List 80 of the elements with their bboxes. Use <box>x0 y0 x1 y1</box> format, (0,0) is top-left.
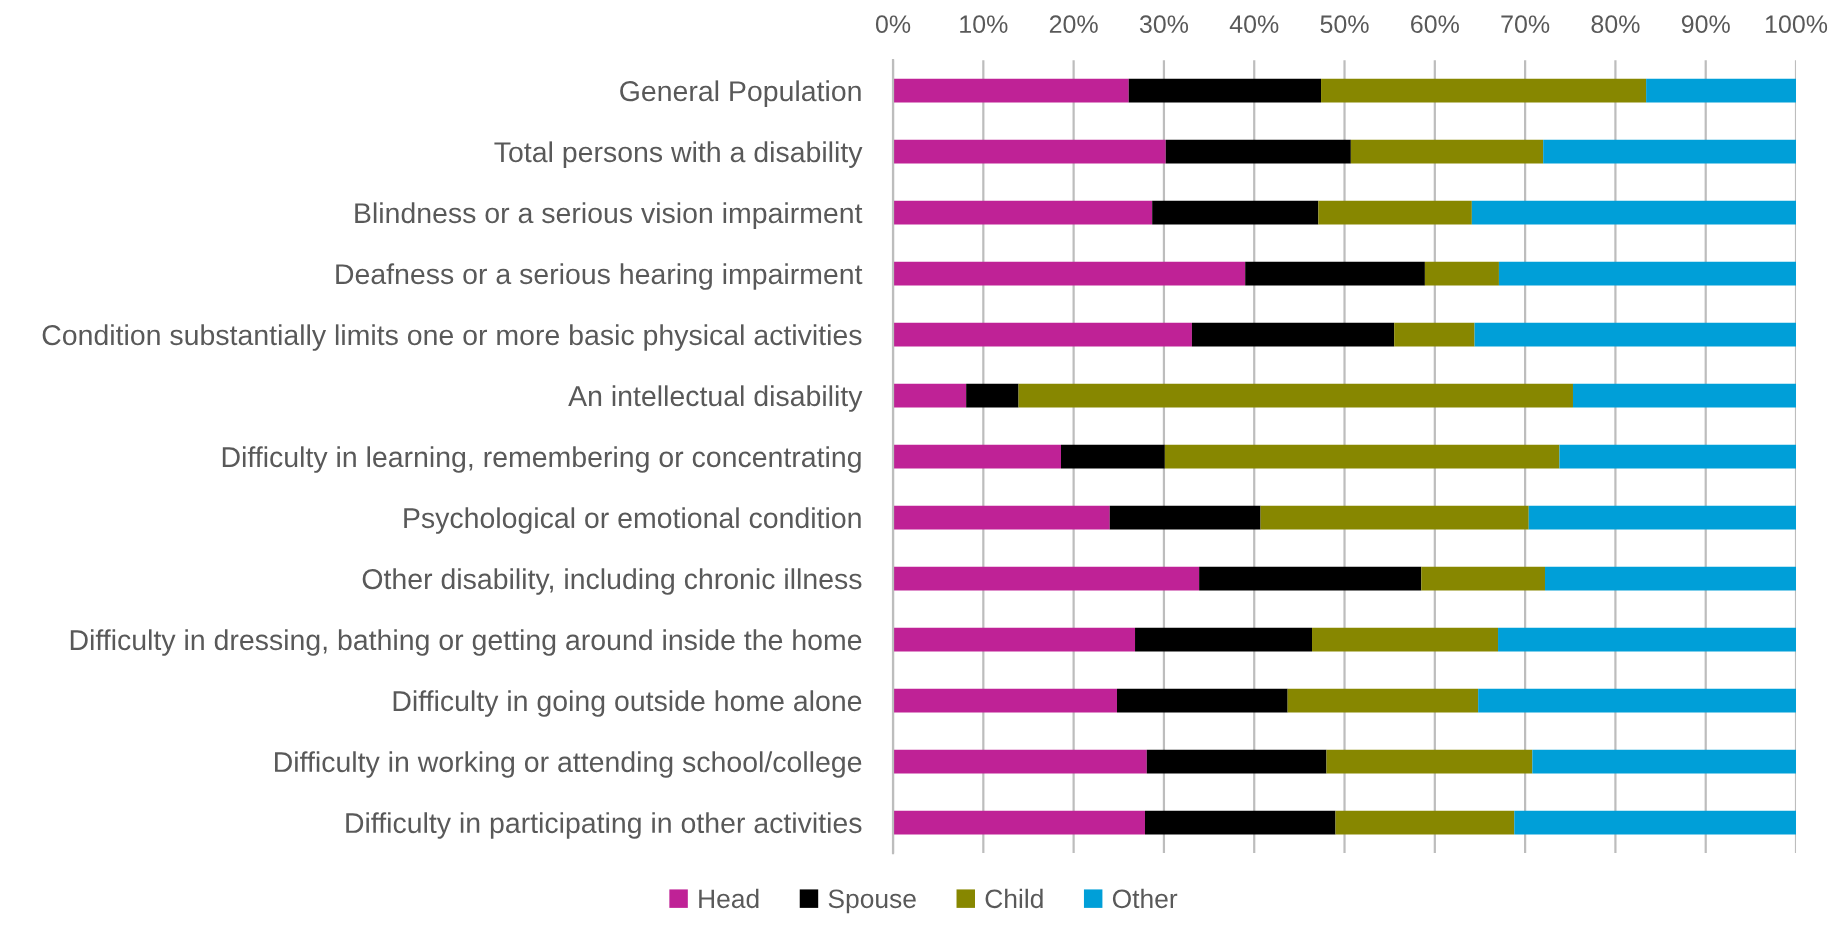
y-tick-label: Difficulty in learning, remembering or concentrating <box>222 446 861 473</box>
x-tick-label: 100% <box>1765 15 1828 34</box>
bar <box>1164 444 1560 469</box>
y-tick-label: Psychological or emotional condition <box>404 507 861 534</box>
y-tick-label: Difficulty in participating in other activities <box>346 812 862 839</box>
bar <box>966 383 1019 408</box>
y-tick-label: Difficulty in dressing, bathing or getting around inside the home <box>70 629 862 656</box>
bar <box>1287 688 1479 713</box>
bar <box>893 627 1136 652</box>
bar <box>1199 566 1422 591</box>
bar <box>1532 749 1797 774</box>
legend-label: Child <box>985 888 1043 909</box>
bar <box>1421 566 1545 591</box>
bar <box>893 566 1200 591</box>
y-tick-label: Other disability, including chronic illness <box>362 568 862 595</box>
bar <box>1060 444 1165 469</box>
bar <box>1424 261 1499 286</box>
y-tick-label: Blindness or a serious vision impairment <box>355 202 863 229</box>
bar <box>1544 566 1797 591</box>
bar <box>1116 688 1288 713</box>
bar <box>1018 383 1573 408</box>
bar <box>1144 810 1336 835</box>
bar <box>1135 627 1313 652</box>
bar <box>1326 749 1533 774</box>
bar <box>1260 505 1529 530</box>
bar <box>1191 322 1395 347</box>
bar <box>893 749 1147 774</box>
y-tick-label: Condition substantially limits one or more basic physical activities <box>42 324 862 351</box>
bar <box>1471 200 1797 225</box>
x-tick-label: 70% <box>1501 15 1550 34</box>
bar <box>893 444 1061 469</box>
x-tick-label: 30% <box>1139 15 1189 34</box>
bar <box>1394 322 1475 347</box>
bar <box>893 261 1246 286</box>
x-tick-label: 10% <box>960 15 1008 34</box>
bar <box>1478 688 1797 713</box>
y-tick-label: General Population <box>620 80 861 107</box>
bar <box>1474 322 1797 347</box>
bar <box>893 688 1117 713</box>
bar <box>893 78 1129 103</box>
bar <box>893 505 1110 530</box>
bar <box>893 383 967 408</box>
bar <box>893 139 1166 164</box>
bar <box>1335 810 1515 835</box>
legend-label: Head <box>699 888 759 909</box>
bar <box>1109 505 1261 530</box>
x-tick-label: 0% <box>875 15 911 34</box>
bar <box>1165 139 1351 164</box>
legend-label: Spouse <box>828 889 916 914</box>
bar <box>1559 444 1797 469</box>
bar <box>1646 78 1797 103</box>
bar <box>1514 810 1797 835</box>
bar <box>893 322 1192 347</box>
y-tick-label: An intellectual disability <box>568 385 863 412</box>
bar <box>1528 505 1797 530</box>
bar <box>1498 261 1797 286</box>
bar <box>1312 627 1499 652</box>
y-tick-label: Difficulty in going outside home alone <box>393 690 862 717</box>
bar <box>1245 261 1425 286</box>
bar <box>1572 383 1797 408</box>
bar <box>1128 78 1322 103</box>
bar <box>1152 200 1319 225</box>
bar <box>893 200 1153 225</box>
x-tick-label: 40% <box>1229 15 1279 34</box>
x-tick-label: 60% <box>1411 15 1459 34</box>
bar <box>1146 749 1327 774</box>
x-tick-label: 20% <box>1049 15 1098 34</box>
x-tick-label: 50% <box>1320 15 1369 34</box>
legend-label: Other <box>1112 888 1178 909</box>
y-tick-label: Difficulty in working or attending school/college <box>275 751 862 778</box>
y-tick-label: Total persons with a disability <box>494 141 863 168</box>
x-tick-label: 90% <box>1681 15 1730 34</box>
x-tick-label: 80% <box>1591 15 1640 34</box>
bar <box>1321 78 1647 103</box>
bar <box>1543 139 1797 164</box>
bar <box>1350 139 1544 164</box>
y-tick-label: Deafness or a serious hearing impairment <box>336 263 863 290</box>
bar <box>1498 627 1797 652</box>
bar <box>1318 200 1472 225</box>
bar <box>893 810 1145 835</box>
